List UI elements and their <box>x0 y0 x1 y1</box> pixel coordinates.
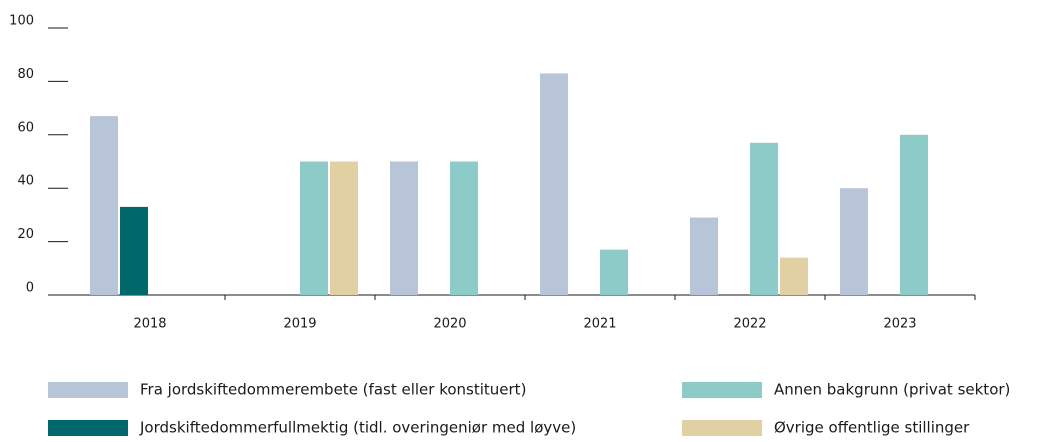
y-tick-label: 80 <box>17 67 34 82</box>
x-tick-label: 2022 <box>733 317 766 332</box>
bar <box>900 134 928 295</box>
bar <box>330 161 358 295</box>
bar <box>450 161 478 295</box>
legend-label: Jordskiftedommerfullmektig (tidl. overin… <box>139 419 576 437</box>
legend-label: Fra jordskiftedommerembete (fast eller k… <box>140 381 526 399</box>
bar <box>600 249 628 295</box>
y-tick-label: 0 <box>26 281 34 296</box>
y-tick-label: 60 <box>17 120 34 135</box>
bar <box>300 161 328 295</box>
x-tick-label: 2023 <box>883 317 916 332</box>
bar <box>750 142 778 295</box>
legend-swatch <box>682 420 762 436</box>
bar <box>690 217 718 295</box>
y-tick-label: 40 <box>17 174 34 189</box>
y-tick-label: 20 <box>17 227 34 242</box>
bar <box>840 188 868 295</box>
bar <box>390 161 418 295</box>
bar <box>90 116 118 295</box>
x-tick-label: 2021 <box>583 317 616 332</box>
bar <box>780 257 808 295</box>
x-tick-label: 2018 <box>133 317 166 332</box>
bar <box>540 73 568 295</box>
legend-swatch <box>48 420 128 436</box>
legend-label: Øvrige offentlige stillinger <box>774 419 970 437</box>
x-tick-label: 2020 <box>433 317 466 332</box>
legend-swatch <box>682 382 762 398</box>
legend-swatch <box>48 382 128 398</box>
x-tick-label: 2019 <box>283 317 316 332</box>
legend-label: Annen bakgrunn (privat sektor) <box>774 381 1010 399</box>
y-tick-label: 100 <box>9 14 34 29</box>
bar <box>120 206 148 295</box>
